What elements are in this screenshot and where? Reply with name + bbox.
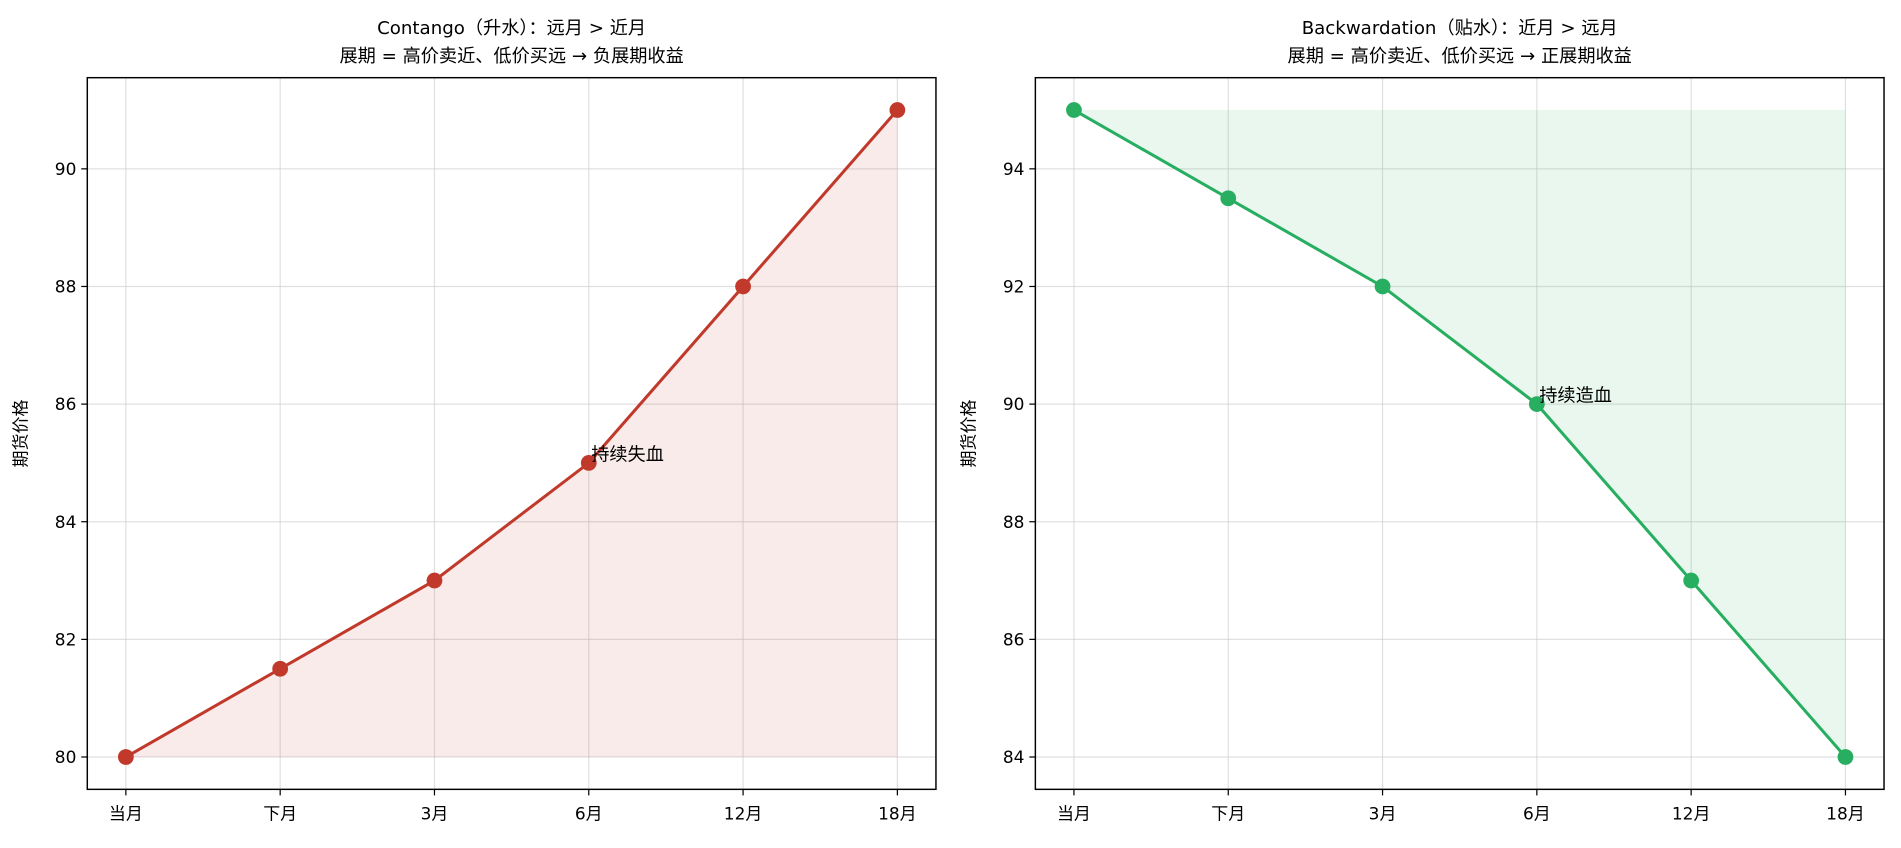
y-axis-label: 期货价格 [960,400,980,468]
point [580,455,597,471]
chart-title: Backwardation（贴水）：近月 > 远月 [1302,18,1618,39]
x-tick-label: 3月 [1369,805,1397,825]
x-tick-label: 12月 [724,805,763,825]
point [426,572,443,589]
x-tick-label: 3月 [421,805,449,825]
area-fill [1073,110,1846,758]
y-tick-label: 90 [1003,395,1025,415]
x-tick-label: 6月 [575,805,603,825]
y-tick-label: 90 [55,160,77,180]
point [1374,278,1391,295]
x-tick-label: 12月 [1672,805,1711,825]
x-tick-label: 当月 [1057,805,1091,825]
annotation: 持续失血 [591,445,664,466]
y-tick-label: 86 [55,395,77,415]
point [1683,572,1700,589]
y-tick-label: 82 [55,630,77,650]
x-tick-label: 下月 [263,805,297,825]
chart-title: Contango（升水）：远月 > 近月 [377,18,646,39]
axes-frame [1034,76,1885,791]
point [1837,749,1854,765]
point [117,749,134,765]
y-tick-label: 84 [1003,748,1025,768]
y-tick-label: 86 [1003,630,1025,650]
line [125,109,899,759]
x-tick-label: 当月 [109,805,143,825]
line [1073,108,1847,758]
point [735,278,751,295]
x-tick-label: 18月 [1826,805,1865,825]
point [1220,190,1237,207]
point [1528,396,1545,412]
area-fill [125,110,898,758]
y-axis-label: 期货价格 [12,400,32,468]
point [889,102,906,118]
point [1066,102,1082,118]
y-tick-label: 94 [1003,160,1025,180]
chart-subtitle: 展期 = 高价卖近、低价买远 → 正展期收益 [1288,46,1632,67]
annotation: 持续造血 [1539,386,1612,407]
y-tick-label: 92 [1003,278,1025,298]
y-tick-label: 88 [1003,513,1025,533]
y-tick-label: 84 [55,513,77,533]
y-tick-label: 88 [55,278,77,298]
x-tick-label: 6月 [1523,805,1551,825]
x-tick-label: 18月 [878,805,917,825]
point [272,660,289,677]
chart-subtitle: 展期 = 高价卖近、低价买远 → 负展期收益 [339,46,683,67]
y-tick-label: 80 [55,748,77,768]
axes-frame [86,76,937,791]
x-tick-label: 下月 [1211,805,1245,825]
